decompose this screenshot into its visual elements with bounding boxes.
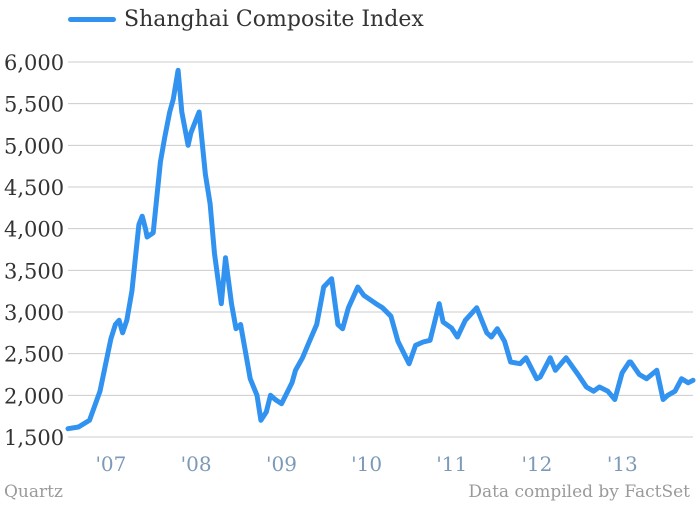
y-tick-label: 2,000 bbox=[4, 384, 64, 408]
y-tick-label: 5,500 bbox=[4, 93, 64, 117]
y-tick-label: 1,500 bbox=[4, 426, 64, 450]
x-tick-label: '11 bbox=[436, 452, 467, 476]
x-tick-label: '12 bbox=[521, 452, 552, 476]
legend: Shanghai Composite Index bbox=[68, 4, 424, 34]
x-tick-label: '13 bbox=[607, 452, 638, 476]
series-line-shanghai-composite bbox=[65, 67, 696, 432]
y-tick-label: 6,000 bbox=[4, 51, 64, 75]
legend-label: Shanghai Composite Index bbox=[124, 6, 424, 32]
source-credit: Data compiled by FactSet bbox=[468, 482, 690, 502]
y-tick-label: 4,500 bbox=[4, 176, 64, 200]
legend-swatch bbox=[68, 16, 116, 22]
y-tick-label: 4,000 bbox=[4, 218, 64, 242]
x-tick-label: '07 bbox=[95, 452, 126, 476]
x-axis: '07 '08 '09 '10 '11 '12 '13 bbox=[95, 452, 637, 476]
y-tick-label: 5,000 bbox=[4, 134, 64, 158]
x-tick-label: '08 bbox=[181, 452, 212, 476]
y-tick-label: 3,000 bbox=[4, 301, 64, 325]
x-tick-label: '10 bbox=[351, 452, 382, 476]
x-tick-label: '09 bbox=[266, 452, 297, 476]
y-tick-label: 2,500 bbox=[4, 343, 64, 367]
y-tick-label: 3,500 bbox=[4, 259, 64, 283]
y-axis: 1,500 2,000 2,500 3,000 3,500 4,000 4,500 5,000… bbox=[4, 51, 64, 450]
gridlines bbox=[68, 61, 693, 438]
brand-credit: Quartz bbox=[4, 482, 63, 502]
